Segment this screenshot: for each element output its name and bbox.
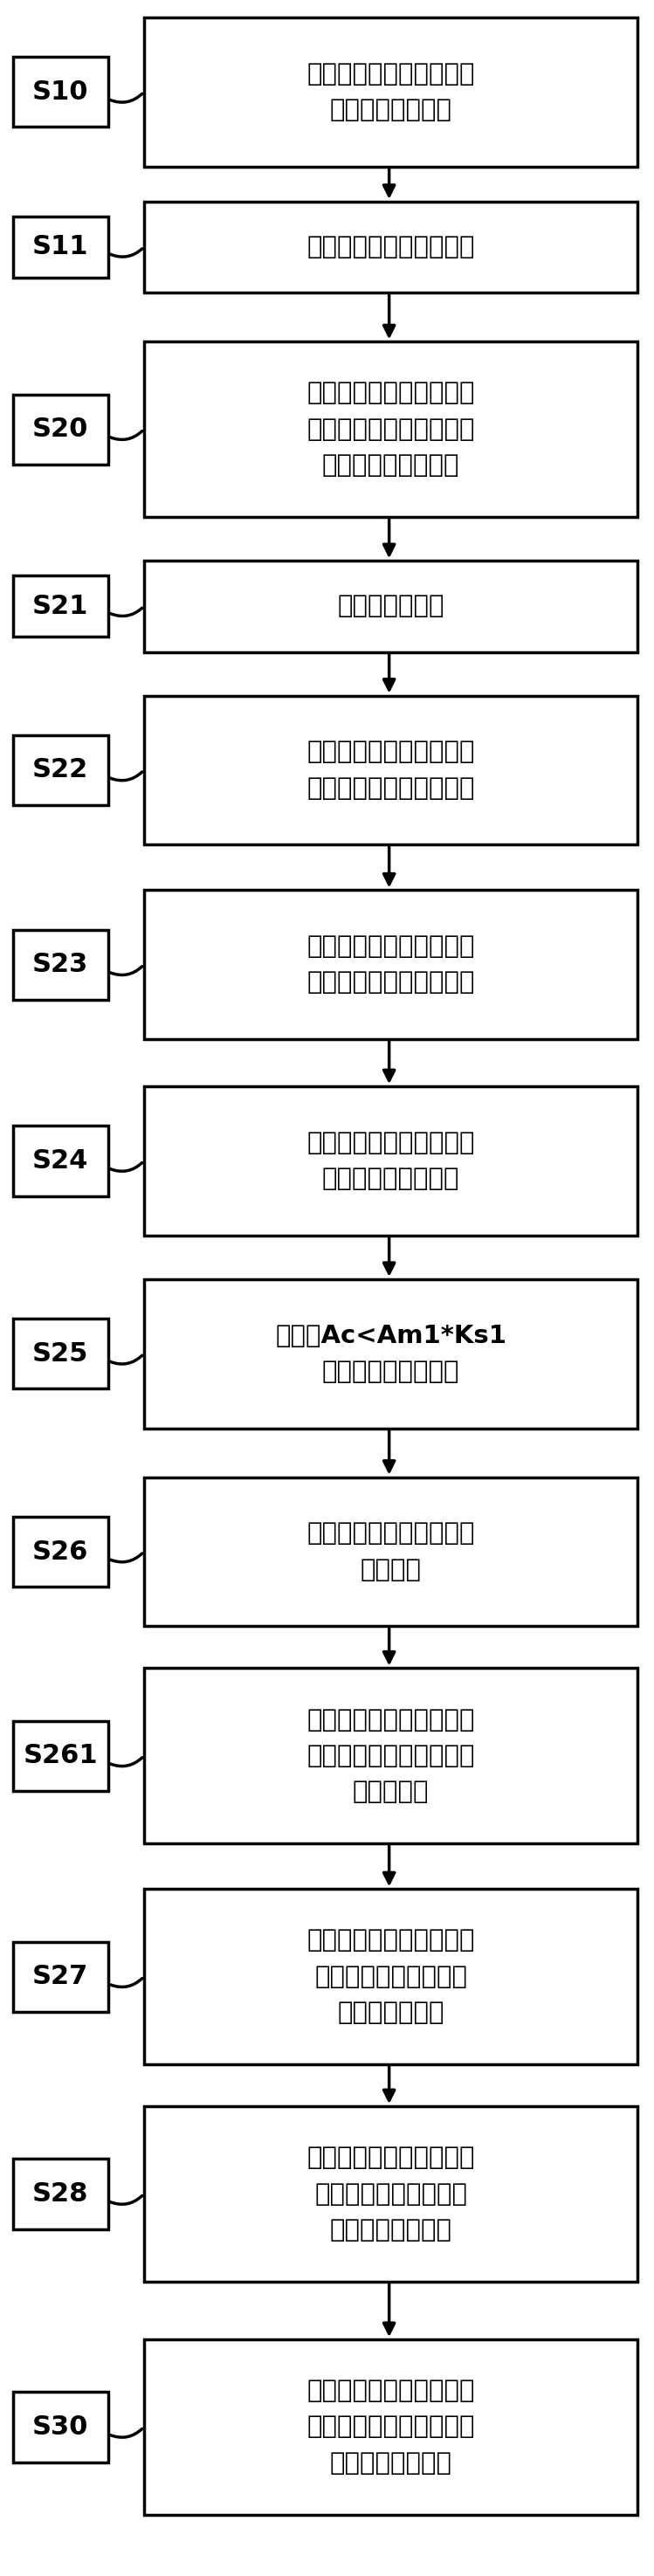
Text: S25: S25 [33, 1342, 88, 1365]
Text: S261: S261 [23, 1744, 98, 1770]
Bar [13, 1517, 108, 1587]
FancyArrowPatch shape [110, 430, 142, 440]
Text: 对袖带充气并实时采集袖
带的原始压力信号: 对袖带充气并实时采集袖 带的原始压力信号 [307, 62, 475, 121]
Bar [13, 1721, 108, 1790]
Text: S21: S21 [33, 592, 88, 618]
FancyArrowPatch shape [110, 608, 142, 616]
Bar [144, 1888, 638, 2063]
Bar [144, 1087, 638, 1236]
Text: S10: S10 [32, 80, 89, 106]
Bar [13, 1319, 108, 1388]
Bar [144, 343, 638, 518]
FancyArrowPatch shape [110, 93, 142, 103]
Bar [13, 57, 108, 126]
Bar [13, 216, 108, 278]
Bar [144, 2339, 638, 2514]
Text: S22: S22 [33, 757, 88, 783]
Text: 采用线性拟合、三次样条
拟合或者最小均方拟合构
建包络曲线: 采用线性拟合、三次样条 拟合或者最小均方拟合构 建包络曲线 [307, 1708, 475, 1803]
Text: 对血压值进行有效性判定
，以输出血压值或采用
降压法测量血压。: 对血压值进行有效性判定 ，以输出血压值或采用 降压法测量血压。 [307, 2146, 475, 2241]
Text: 基于脉搏波压力信号构建
包络曲线: 基于脉搏波压力信号构建 包络曲线 [307, 1522, 475, 1582]
Text: 查找预设数量个数脉搏波
中的脉搏波的波峰值: 查找预设数量个数脉搏波 中的脉搏波的波峰值 [307, 1131, 475, 1190]
Text: S11: S11 [32, 234, 89, 260]
Bar [13, 2393, 108, 2463]
Bar [144, 891, 638, 1038]
Text: S30: S30 [33, 2414, 88, 2439]
Bar [144, 1280, 638, 1427]
Text: S24: S24 [33, 1149, 88, 1175]
Text: 判定：Ac<Am1*Ks1
时满足血压计算条件: 判定：Ac<Am1*Ks1 时满足血压计算条件 [275, 1324, 506, 1383]
Bar [13, 734, 108, 806]
Bar [13, 574, 108, 636]
FancyArrowPatch shape [110, 1553, 142, 1561]
Text: S20: S20 [33, 417, 88, 443]
Bar [144, 2107, 638, 2282]
Bar [13, 930, 108, 999]
Bar [13, 394, 108, 464]
Text: S28: S28 [33, 2182, 88, 2208]
Bar [144, 201, 638, 294]
Text: 若确定到原始压力信号不
满足血压计算条件，则采
用降压法测量血压: 若确定到原始压力信号不 满足血压计算条件，则采 用降压法测量血压 [307, 2378, 475, 2476]
FancyArrowPatch shape [110, 1355, 142, 1365]
Bar [144, 18, 638, 167]
Bar [144, 1476, 638, 1625]
Text: S23: S23 [33, 953, 88, 976]
Bar [144, 696, 638, 845]
Text: 若判定被测者为新生儿或
幼儿，则调低目标压力值: 若判定被测者为新生儿或 幼儿，则调低目标压力值 [307, 739, 475, 801]
Text: 在脉搏波压力信号中搜索
到预设数量个数的脉搏波: 在脉搏波压力信号中搜索 到预设数量个数的脉搏波 [307, 935, 475, 994]
Text: 若确定到原始压力信号满
足血压计算条件，则计算
血压值后对袖带放气: 若确定到原始压力信号满 足血压计算条件，则计算 血压值后对袖带放气 [307, 381, 475, 477]
FancyArrowPatch shape [110, 1978, 142, 1986]
Text: 设置目标压力值: 设置目标压力值 [337, 595, 444, 618]
FancyArrowPatch shape [110, 2429, 142, 2437]
FancyArrowPatch shape [110, 773, 142, 781]
FancyArrowPatch shape [110, 1757, 142, 1767]
Text: S26: S26 [33, 1538, 88, 1564]
Bar [144, 1669, 638, 1844]
FancyArrowPatch shape [110, 966, 142, 974]
Text: 查找包络曲线的最大幅值
，并分别计算平均压、
舒张压和收缩压: 查找包络曲线的最大幅值 ，并分别计算平均压、 舒张压和收缩压 [307, 1929, 475, 2025]
FancyArrowPatch shape [110, 250, 142, 258]
FancyArrowPatch shape [110, 1162, 142, 1172]
FancyArrowPatch shape [110, 2195, 142, 2205]
Bar [13, 1942, 108, 2012]
Bar [13, 1126, 108, 1195]
Text: 对袖带采用线性方式充气: 对袖带采用线性方式充气 [307, 234, 475, 260]
Bar [144, 562, 638, 652]
Text: S27: S27 [33, 1963, 88, 1989]
Bar [13, 2159, 108, 2228]
